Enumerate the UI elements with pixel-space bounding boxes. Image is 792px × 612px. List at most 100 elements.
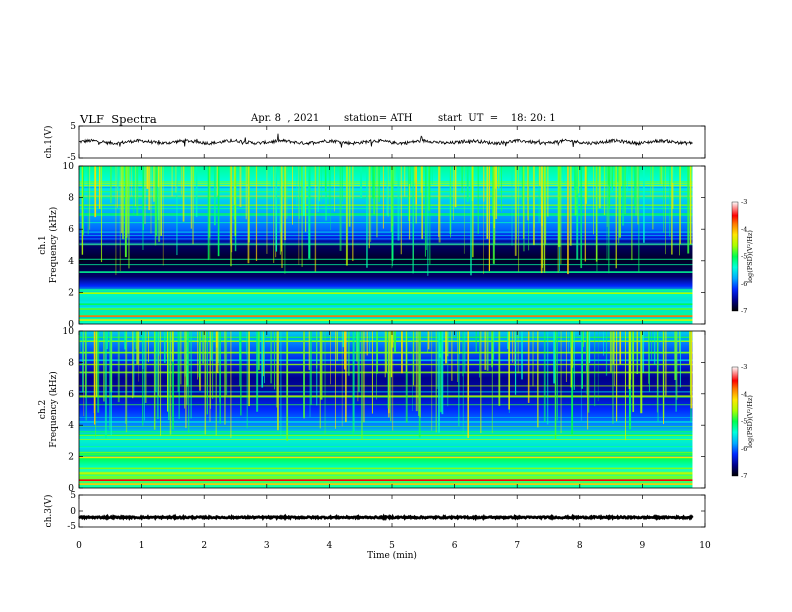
sferic-streak xyxy=(229,166,231,244)
sferic-streak xyxy=(522,166,525,239)
ch1-waveform-panel: 5 -5 ch.1(V) xyxy=(43,122,706,163)
narrowband-line xyxy=(79,421,693,423)
sferic-streak xyxy=(491,331,493,434)
sferic-streak xyxy=(429,166,431,265)
y-tick-label: 5 xyxy=(70,491,76,501)
narrowband-line xyxy=(79,453,693,456)
sferic-streak xyxy=(115,166,117,276)
sferic-streak xyxy=(317,166,319,212)
sferic-streak xyxy=(180,331,182,385)
sferic-streak xyxy=(209,166,211,259)
sferic-streak xyxy=(104,331,107,439)
colorbar-tick-label: -5 xyxy=(741,418,747,426)
sferic-streak xyxy=(154,166,157,246)
sferic-streak xyxy=(514,331,517,395)
sferic-streak xyxy=(132,331,134,399)
narrowband-line xyxy=(79,238,693,240)
sferic-streak xyxy=(142,166,144,250)
sferic-streak xyxy=(565,331,567,382)
y-tick-label: 0 xyxy=(68,484,74,494)
narrowband-line xyxy=(79,185,693,187)
sferic-streak xyxy=(103,331,105,402)
narrowband-line xyxy=(79,289,693,291)
sferic-streak xyxy=(131,166,132,196)
ch1-spectrogram-ylabel: ch.1Frequency (kHz) xyxy=(38,207,59,284)
sferic-streak xyxy=(391,331,394,348)
sferic-streak xyxy=(648,331,650,384)
y-tick-label: -5 xyxy=(67,522,76,532)
sferic-streak xyxy=(486,331,489,371)
sferic-streak xyxy=(361,331,363,440)
sferic-streak xyxy=(319,331,321,429)
sferic-streak xyxy=(387,331,389,409)
sferic-streak xyxy=(585,166,587,204)
sferic-streak xyxy=(277,331,279,431)
sferic-streak xyxy=(521,166,524,206)
sferic-streak xyxy=(620,166,622,186)
sferic-streak xyxy=(356,331,359,352)
sferic-streak xyxy=(447,331,449,407)
sferic-streak xyxy=(81,166,84,255)
sferic-streak xyxy=(309,331,311,417)
sferic-streak xyxy=(607,166,609,185)
narrowband-line xyxy=(79,321,693,323)
sferic-streak xyxy=(413,331,415,386)
sferic-streak xyxy=(415,331,418,412)
sferic-streak xyxy=(586,331,588,372)
sferic-streak xyxy=(328,166,330,206)
sferic-streak xyxy=(216,166,218,196)
sferic-streak xyxy=(353,331,355,431)
sferic-streak xyxy=(463,166,465,254)
sferic-streak xyxy=(310,331,312,405)
sferic-streak xyxy=(527,331,530,403)
sferic-streak xyxy=(652,166,654,230)
sferic-streak xyxy=(461,166,463,194)
sferic-streak xyxy=(153,331,156,430)
sferic-streak xyxy=(363,331,365,423)
sferic-streak xyxy=(483,166,485,202)
sferic-streak xyxy=(185,331,187,429)
sferic-streak xyxy=(296,166,298,208)
x-tick-label: 9 xyxy=(640,541,646,551)
narrowband-line xyxy=(79,181,693,183)
sferic-streak xyxy=(616,331,618,422)
sferic-streak xyxy=(593,166,594,235)
sferic-streak xyxy=(94,166,97,190)
sferic-streak xyxy=(405,331,407,372)
sferic-streak xyxy=(144,166,146,225)
narrowband-line xyxy=(79,435,693,437)
sferic-streak xyxy=(608,166,610,274)
sferic-streak xyxy=(172,331,174,430)
sferic-streak xyxy=(264,331,265,384)
sferic-streak xyxy=(454,166,457,208)
sferic-streak xyxy=(618,166,620,244)
sferic-streak xyxy=(204,331,207,435)
sferic-streak xyxy=(603,166,606,216)
sferic-streak xyxy=(415,166,418,205)
sferic-streak xyxy=(339,166,342,251)
sferic-streak xyxy=(440,331,442,413)
sferic-streak xyxy=(352,331,354,434)
sferic-streak xyxy=(334,166,335,212)
sferic-streak xyxy=(152,166,155,202)
sferic-streak xyxy=(360,166,363,198)
ch1-spectrogram-panel: 0 2 4 6 8 10 ch.1Frequency (kHz) -3 -4 -5 -6 -7 log(… xyxy=(38,162,754,330)
sferic-streak xyxy=(283,166,285,199)
sferic-streak xyxy=(554,331,557,439)
sferic-streak xyxy=(373,166,376,215)
sferic-streak xyxy=(488,166,490,272)
sferic-streak xyxy=(470,166,472,276)
sferic-streak xyxy=(466,166,469,202)
sferic-streak xyxy=(144,331,147,403)
sferic-streak xyxy=(498,331,501,406)
sferic-streak xyxy=(532,331,534,387)
sferic-streak xyxy=(82,331,84,393)
y-tick-label: 4 xyxy=(68,421,74,431)
sferic-streak xyxy=(132,331,135,396)
sferic-streak xyxy=(83,331,85,417)
sferic-streak xyxy=(142,331,144,426)
sferic-streak xyxy=(190,166,193,229)
narrowband-line xyxy=(79,243,693,245)
narrowband-line xyxy=(79,421,693,422)
sferic-streak xyxy=(217,166,220,257)
